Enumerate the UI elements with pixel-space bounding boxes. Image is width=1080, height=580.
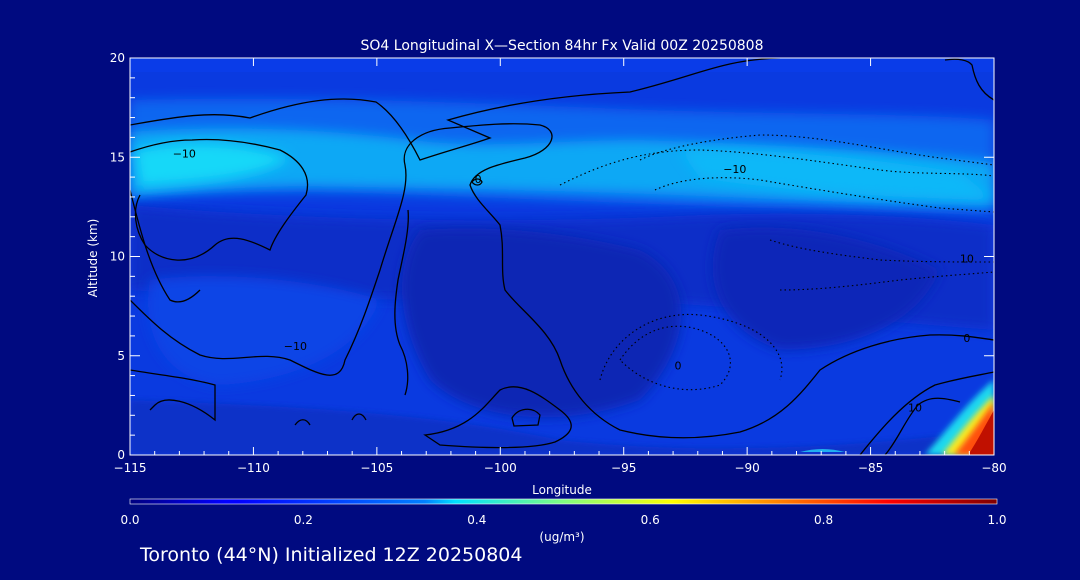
contour-label: 10: [960, 252, 974, 265]
contour-line: [130, 189, 201, 303]
contour-line: [423, 386, 572, 449]
contour-line: [944, 58, 994, 101]
colorbar: [129, 498, 998, 505]
contour-line: [859, 371, 994, 455]
contour-label: −10: [723, 163, 746, 176]
contour-label: 10: [908, 401, 922, 414]
hotspot-core: [968, 410, 994, 455]
contour-line: [449, 123, 994, 439]
contour-labels: −10 −10 −10 10 0 10 0 0: [173, 147, 974, 414]
y-tick-label: 15: [110, 150, 125, 164]
x-axis: −115 −110 −105 −100 −95 −90 −85 −80: [114, 58, 1007, 475]
field-band-peak-west: [135, 143, 290, 186]
x-tick-label: −100: [484, 461, 517, 475]
contour-label: 0: [963, 332, 970, 345]
field-band-peak-east: [680, 149, 994, 200]
colorbar-tick-label: 1.0: [987, 513, 1006, 527]
contour-line: [884, 397, 961, 455]
contour-line: [394, 209, 409, 396]
contour-line: [130, 138, 309, 261]
contour-line: [130, 58, 781, 161]
field-band-top: [130, 58, 994, 72]
field-surface-patch: [800, 449, 845, 452]
contour-lines: [130, 58, 994, 455]
y-axis-label: Altitude (km): [86, 219, 100, 298]
x-tick-label: −105: [360, 461, 393, 475]
field-low: [130, 400, 994, 455]
x-tick-label: −115: [114, 461, 147, 475]
x-tick-label: −110: [237, 461, 270, 475]
y-tick-label: 20: [110, 51, 125, 65]
concentration-field: −10 −10 −10 10 0 10 0 0: [130, 58, 994, 455]
contour-line: [351, 413, 367, 421]
contour-label: 0: [475, 173, 482, 186]
x-axis-label: Longitude: [532, 483, 592, 497]
contour-line: [130, 127, 451, 376]
contour-label: −10: [284, 340, 307, 353]
colorbar-tick-label: 0.4: [467, 513, 486, 527]
x-tick-label: −85: [858, 461, 883, 475]
colorbar-tick-label: 0.6: [641, 513, 660, 527]
contour-line: [294, 419, 311, 426]
colorbar-tick-label: 0.8: [814, 513, 833, 527]
x-tick-label: −95: [611, 461, 636, 475]
contour-line: [130, 369, 216, 422]
field-light-west: [148, 276, 380, 385]
contour-dotted: [559, 134, 994, 391]
x-tick-label: −90: [734, 461, 759, 475]
contour-line: [471, 178, 483, 186]
y-tick-label: 0: [117, 448, 125, 462]
footer-caption: Toronto (44°N) Initialized 12Z 20250804: [139, 544, 523, 566]
field-dark-east: [712, 227, 940, 350]
field-dark-core: [401, 228, 682, 418]
colorbar-units: (ug/m³): [539, 530, 584, 544]
x-tick-label: −80: [981, 461, 1006, 475]
contour-label: 0: [675, 360, 682, 373]
chart-title: SO4 Longitudinal X—Section 84hr Fx Valid…: [361, 38, 764, 54]
y-axis: 0 5 10 15 20: [110, 51, 994, 462]
y-tick-label: 10: [110, 250, 125, 264]
contour-line: [779, 271, 994, 291]
y-tick-label: 5: [117, 349, 125, 363]
contour-label: −10: [173, 147, 196, 160]
colorbar-ticks: 0.0 0.2 0.4 0.6 0.8 1.0: [120, 513, 1006, 527]
colorbar-tick-label: 0.0: [120, 513, 139, 527]
colorbar-tick-label: 0.2: [294, 513, 313, 527]
contour-line: [511, 408, 541, 427]
